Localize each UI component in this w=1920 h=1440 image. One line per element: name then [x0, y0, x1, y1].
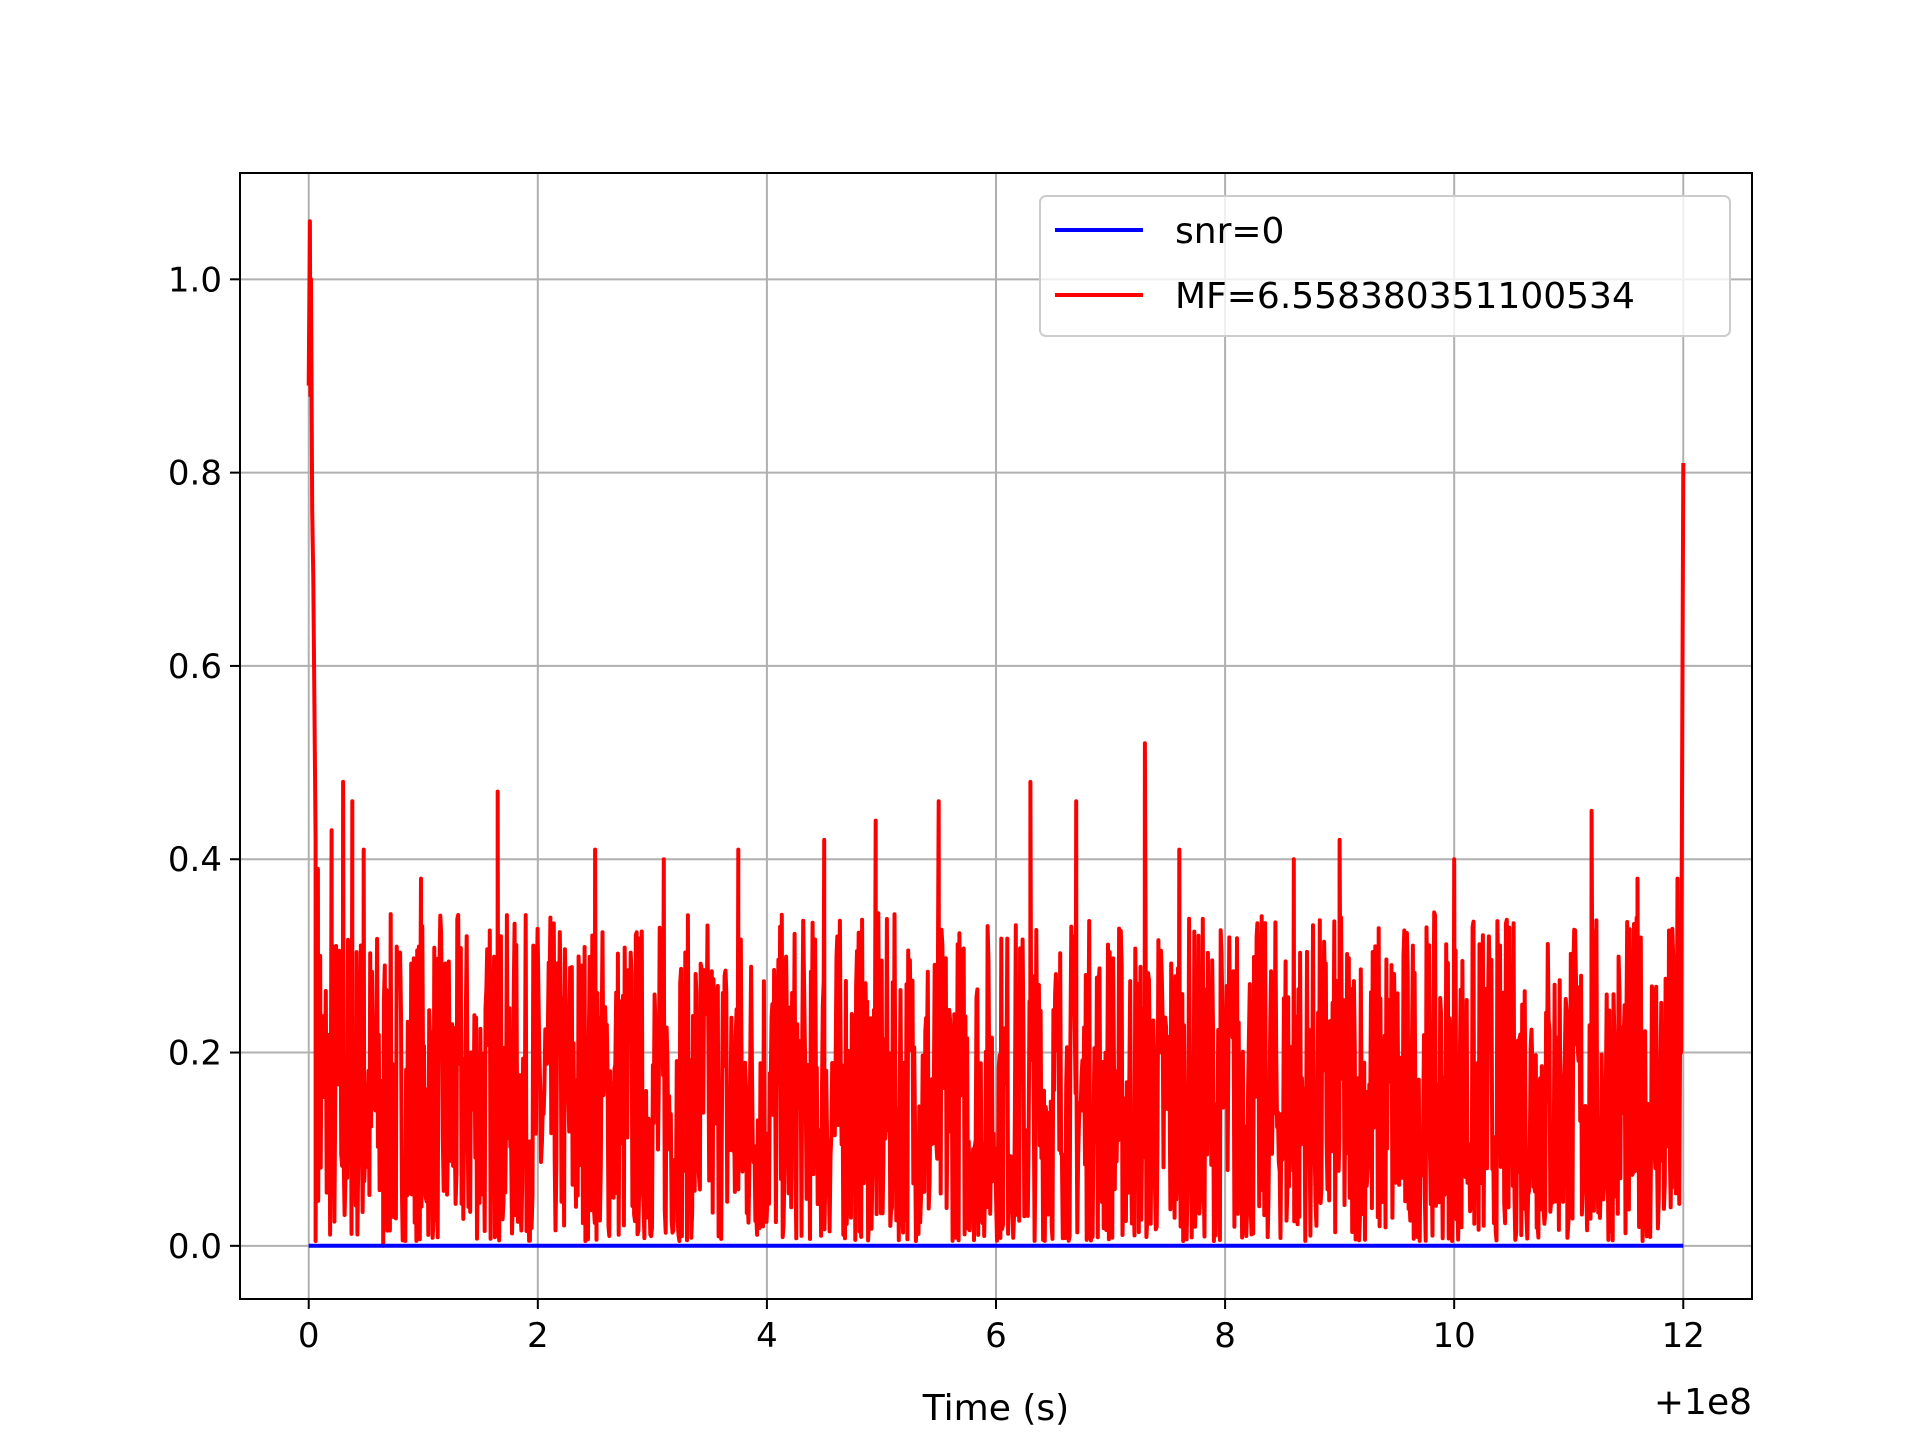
x-tick-label: 2	[527, 1316, 549, 1356]
ticks: 0 2 4 6 8 10 12 0.0 0.2 0.4 0.6 0.8 1.0	[168, 260, 1705, 1356]
legend: snr=0 MF=6.558380351100534	[1039, 195, 1731, 337]
x-axis-label: Time (s)	[922, 1388, 1069, 1429]
y-tick-label: 0.6	[168, 647, 222, 687]
series-layer	[306, 219, 1686, 1248]
legend-box	[1039, 195, 1731, 337]
x-tick-label: 4	[756, 1316, 778, 1356]
legend-label-mf: MF=6.558380351100534	[1175, 276, 1635, 317]
y-tick-label: 0.8	[168, 454, 222, 494]
x-tick-label: 10	[1433, 1316, 1476, 1356]
y-tick-label: 0.4	[168, 840, 222, 880]
x-tick-label: 8	[1214, 1316, 1236, 1356]
y-tick-label: 0.0	[168, 1227, 222, 1267]
x-tick-label: 6	[985, 1316, 1007, 1356]
x-offset-label: +1e8	[1654, 1382, 1752, 1423]
y-tick-label: 1.0	[168, 260, 222, 300]
x-tick-label: 0	[298, 1316, 320, 1356]
y-tick-label: 0.2	[168, 1034, 222, 1074]
x-tick-label: 12	[1662, 1316, 1705, 1356]
series-line-mf	[306, 219, 1686, 1248]
legend-label-snr: snr=0	[1175, 211, 1284, 252]
